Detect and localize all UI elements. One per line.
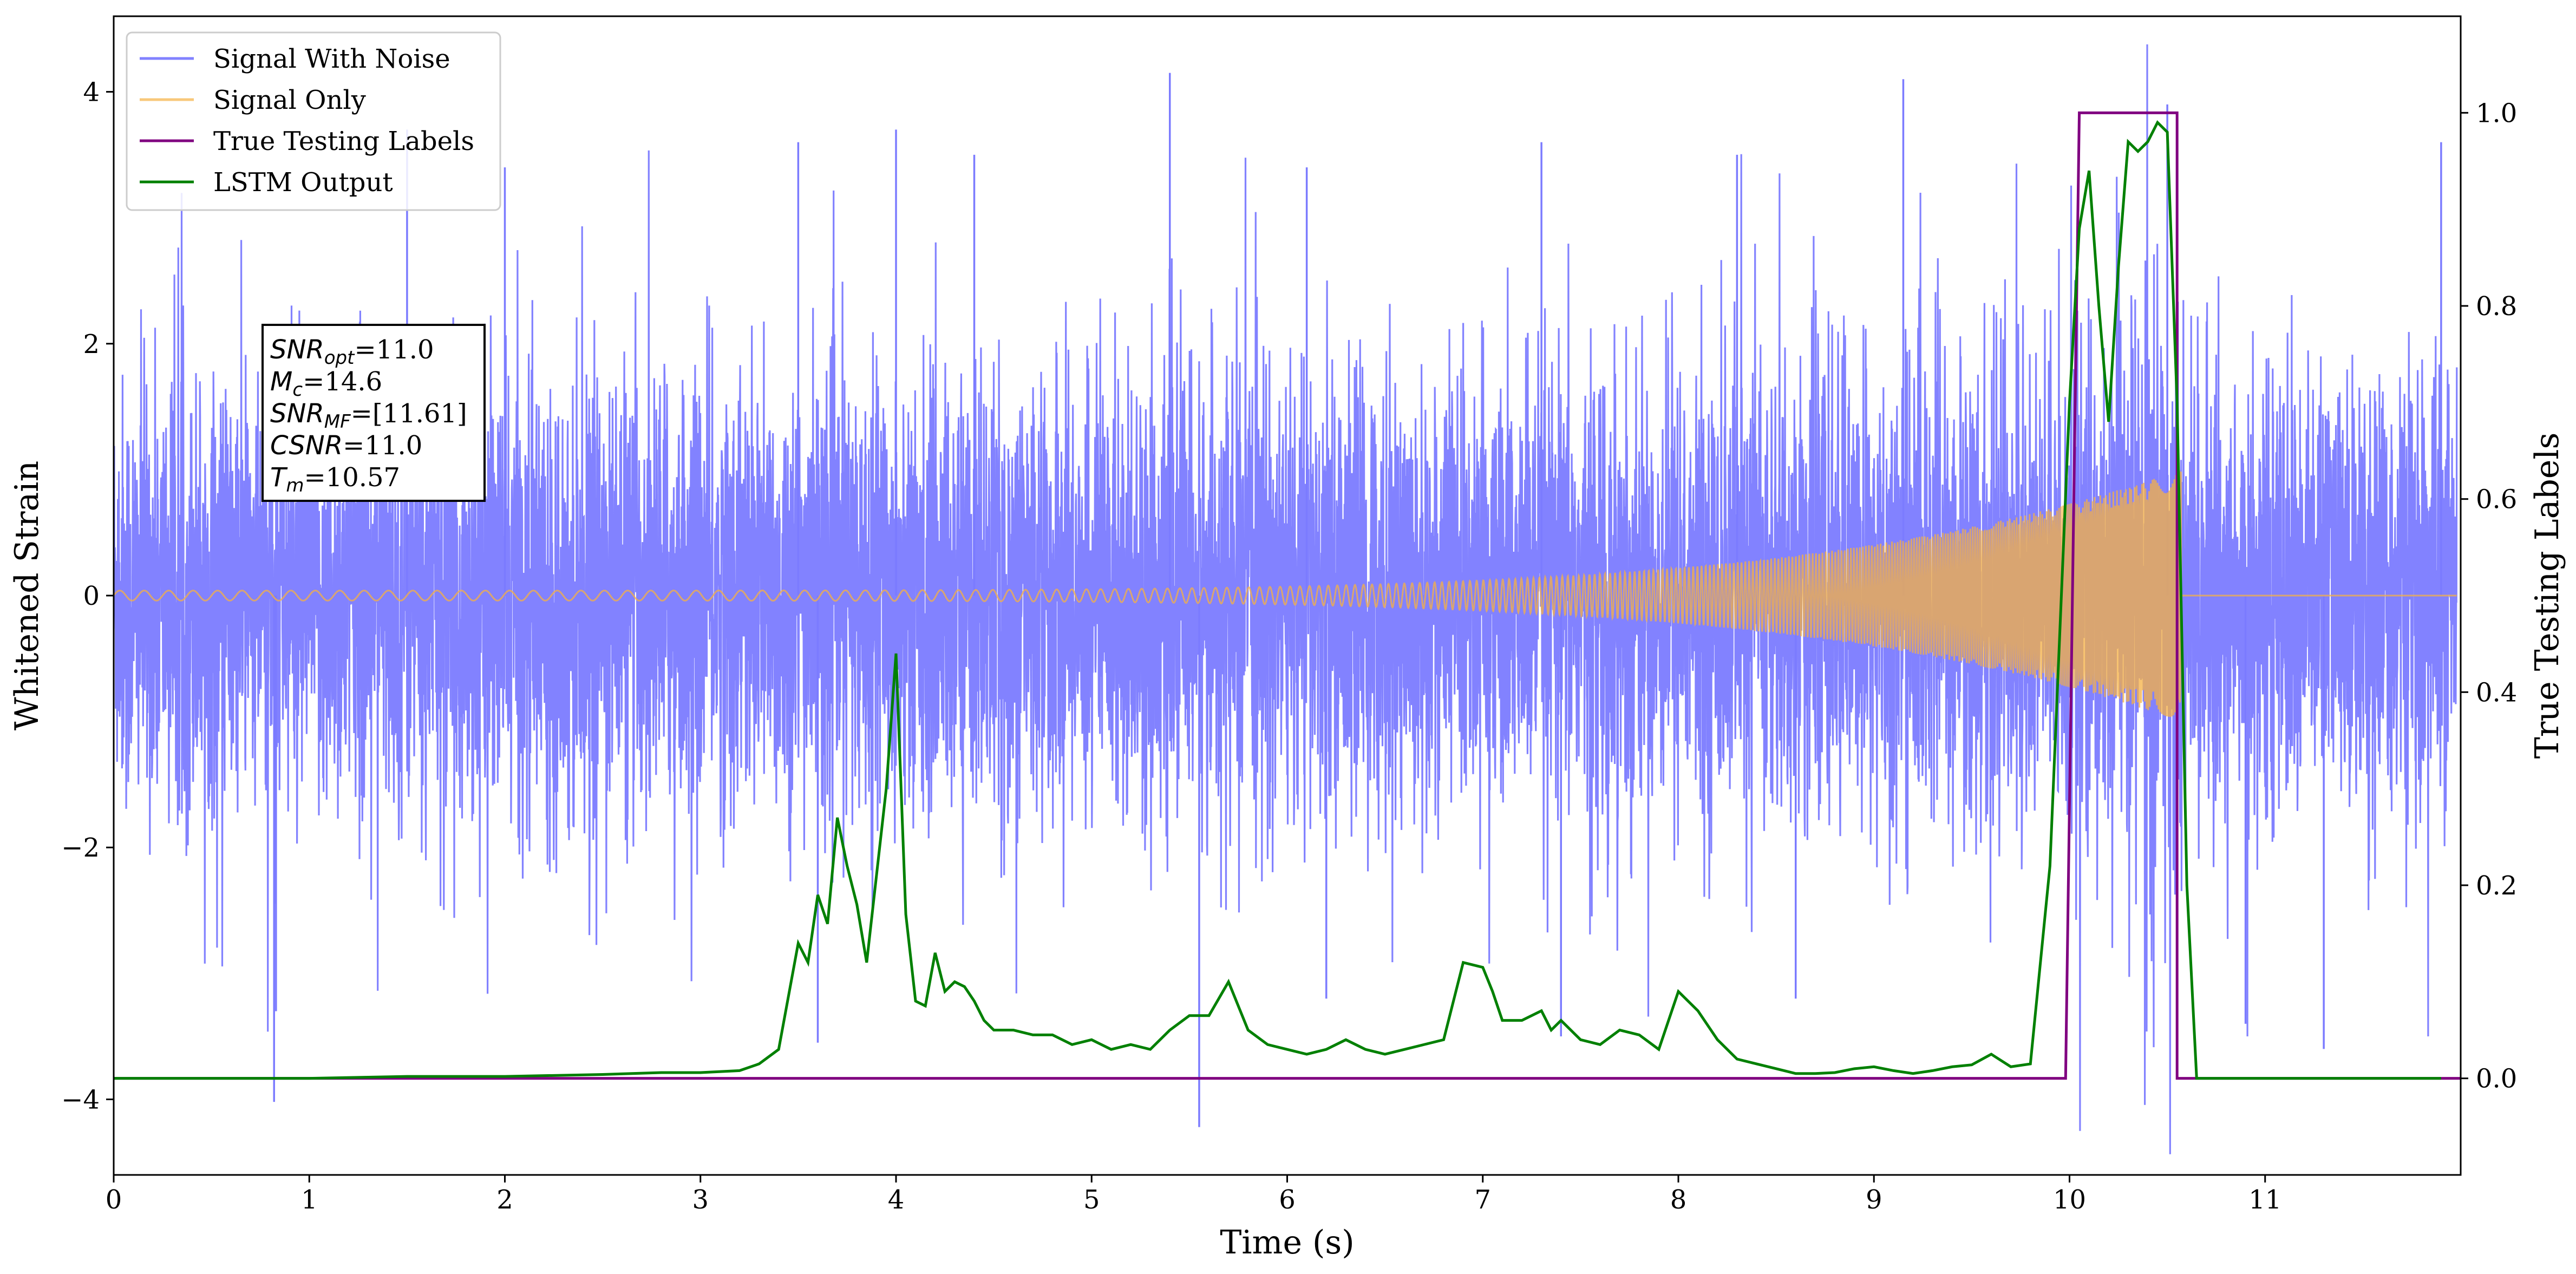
legend-entry-label: Signal Only <box>213 85 366 115</box>
x-tick-label: 4 <box>888 1185 905 1215</box>
legend: Signal With Noise Signal Only True Testing… <box>126 31 501 211</box>
annotation-frame <box>261 324 486 502</box>
series-signal-only <box>114 470 2457 717</box>
x-tick-label: 9 <box>1866 1185 1882 1215</box>
legend-entry-label: Signal With Noise <box>213 44 450 74</box>
x-tick-label: 5 <box>1083 1185 1100 1215</box>
series-signal-with-noise <box>114 44 2458 1154</box>
x-tick-label: 6 <box>1279 1185 1296 1215</box>
x-tick-label: 7 <box>1474 1185 1491 1215</box>
y-right-tick-label: 0.0 <box>2476 1064 2517 1094</box>
y-left-tick-label: 4 <box>83 77 100 108</box>
x-tick-label: 11 <box>2248 1185 2281 1215</box>
y-left-tick-label: −4 <box>61 1084 100 1115</box>
y-axis-left-label: Whitened Strain <box>8 461 46 730</box>
annotation-line: Tm=10.57 <box>270 462 400 496</box>
x-tick-label: 3 <box>692 1185 709 1215</box>
y-right-tick-label: 0.8 <box>2476 291 2517 322</box>
y-left-tick-label: −2 <box>61 833 100 863</box>
x-tick-label: 10 <box>2053 1185 2086 1215</box>
y-right-tick-label: 0.6 <box>2476 485 2517 515</box>
y-axis-right-label: True Testing Labels <box>2528 433 2566 759</box>
y-right-tick-label: 1.0 <box>2476 98 2517 128</box>
series-lstm-output <box>114 120 2441 1080</box>
x-tick-label: 0 <box>106 1185 122 1215</box>
legend-entry-label: True Testing Labels <box>213 126 474 156</box>
x-tick-label: 8 <box>1670 1185 1687 1215</box>
annotation-line: SNRopt=11.0 <box>270 335 434 369</box>
legend-entry-label: LSTM Output <box>213 167 393 198</box>
x-axis-label: Time (s) <box>1220 1224 1354 1262</box>
parameter-annotation-box: SNRopt=11.0Mc=14.6SNRMF=[11.61]CSNR=11.0… <box>261 324 486 502</box>
annotation-line: Mc=14.6 <box>270 367 382 401</box>
x-tick-label: 2 <box>496 1185 513 1215</box>
y-right-tick-label: 0.2 <box>2476 871 2517 901</box>
y-left-tick-label: 0 <box>83 581 100 611</box>
legend-box <box>126 31 501 211</box>
y-left-tick-label: 2 <box>83 329 100 360</box>
y-right-tick-label: 0.4 <box>2476 677 2517 708</box>
annotation-line: CSNR=11.0 <box>270 430 422 461</box>
x-tick-label: 1 <box>301 1185 318 1215</box>
annotation-line: SNRMF=[11.61] <box>270 398 467 433</box>
